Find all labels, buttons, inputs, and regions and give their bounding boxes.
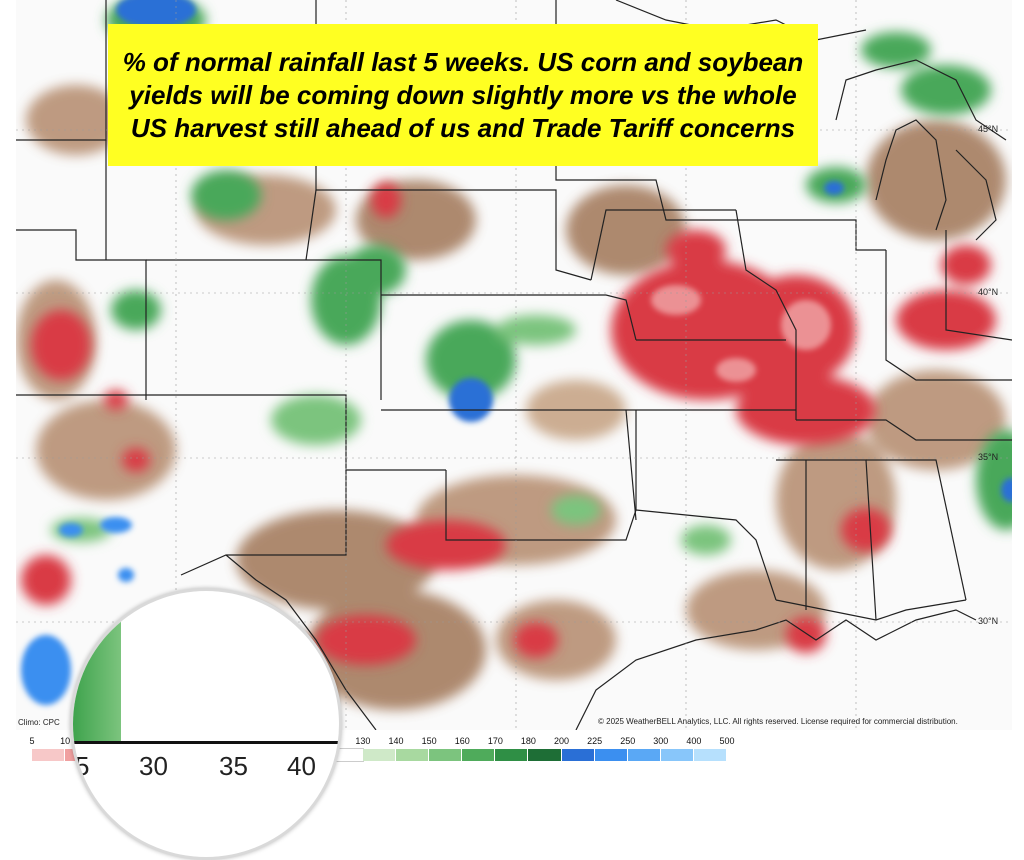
legend-swatch [528,749,562,761]
magnified-number: 40 [287,751,316,781]
latitude-label-35: 35°N [978,452,999,462]
legend-tick-label: 140 [388,736,404,746]
wet-blue-areas [21,0,1012,705]
magnified-number: 30 [139,751,168,781]
headline-text: % of normal rainfall last 5 weeks. US co… [122,46,804,143]
legend-swatch [594,749,628,761]
legend-swatch [429,749,463,761]
latitude-label-45: 45°N [978,124,999,134]
legend-swatch [396,749,430,761]
legend-tick-label: 10 [60,736,71,746]
legend-tick-label: 150 [421,736,437,746]
legend-tick-label: 300 [653,736,669,746]
map-figure: 45°N 40°N 35°N 30°N % of normal rainfall… [16,0,1012,860]
dry-pink-highlights [651,285,831,382]
legend-tick-label: 400 [686,736,702,746]
copyright-credit: © 2025 WeatherBELL Analytics, LLC. All r… [598,717,958,726]
legend-swatch [693,749,727,761]
magnifier-lens: 5 30 35 40 [70,588,342,860]
legend-tick-label: 225 [587,736,603,746]
legend-tick-label: 200 [554,736,570,746]
legend-swatch [561,749,595,761]
latitude-label-30: 30°N [978,616,999,626]
magnified-green-swatch [73,591,121,741]
legend-swatch [462,749,496,761]
legend-tick-label: 5 [29,736,35,746]
headline-banner: % of normal rainfall last 5 weeks. US co… [108,24,818,166]
legend-tick-label: 500 [719,736,735,746]
climo-label: Climo: CPC [18,718,60,727]
legend-swatch [627,749,661,761]
legend-swatch [362,749,397,761]
rainfall-map-svg [16,0,1012,730]
legend-swatch [32,749,66,761]
legend-swatch [660,749,694,761]
magnified-number: 35 [219,751,248,781]
legend-tick-label: 170 [487,736,503,746]
legend-tick-label: 180 [520,736,536,746]
legend-swatch [495,749,529,761]
latitude-label-40: 40°N [978,287,999,297]
legend-tick-label: 160 [454,736,470,746]
magnified-legend-numbers: 5 30 35 40 [73,751,339,791]
legend-tick-label: 250 [620,736,636,746]
legend-tick-label: 130 [355,736,371,746]
magnified-number: 5 [75,751,90,781]
magnified-map-edge [73,741,339,744]
